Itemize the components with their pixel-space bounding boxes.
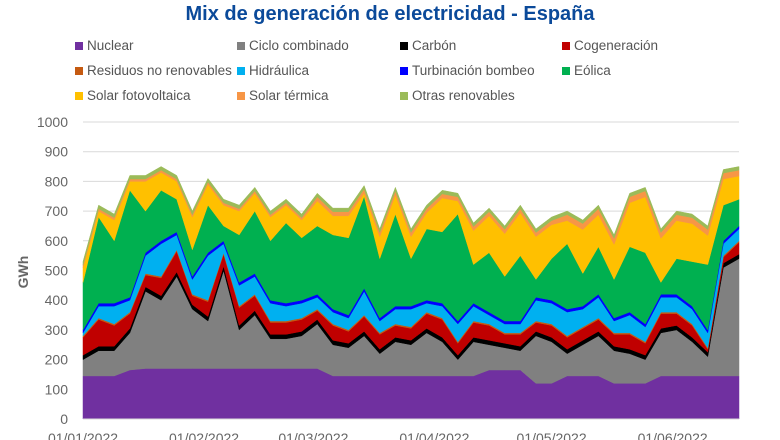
legend-item: Ciclo combinado bbox=[237, 38, 349, 53]
y-tick-label: 400 bbox=[45, 292, 69, 308]
legend-label: Solar térmica bbox=[249, 88, 329, 103]
legend-swatch bbox=[75, 66, 83, 75]
legend-item: Turbinación bombeo bbox=[400, 63, 535, 78]
legend-label: Carbón bbox=[412, 38, 457, 53]
y-tick-label: 1000 bbox=[37, 114, 68, 130]
legend-label: Hidráulica bbox=[249, 63, 310, 78]
y-tick-label: 500 bbox=[45, 263, 69, 279]
legend-label: Ciclo combinado bbox=[249, 38, 349, 53]
legend-swatch bbox=[237, 66, 245, 75]
legend-item: Solar fotovoltaica bbox=[75, 88, 191, 103]
legend-label: Otras renovables bbox=[412, 88, 515, 103]
legend-item: Solar térmica bbox=[237, 88, 329, 103]
legend-label: Eólica bbox=[574, 63, 611, 78]
y-axis-label: GWh bbox=[15, 256, 31, 289]
legend-swatch bbox=[237, 91, 245, 100]
legend-swatch bbox=[400, 66, 408, 75]
legend-label: Solar fotovoltaica bbox=[87, 88, 191, 103]
legend-item: Residuos no renovables bbox=[75, 63, 232, 78]
legend-label: Nuclear bbox=[87, 38, 134, 53]
y-tick-label: 100 bbox=[45, 381, 69, 397]
x-tick-label: 01/03/2022 bbox=[278, 430, 348, 440]
y-tick-label: 700 bbox=[45, 203, 69, 219]
legend-item: Eólica bbox=[562, 63, 611, 78]
legend-label: Cogeneración bbox=[574, 38, 659, 53]
legend-item: Cogeneración bbox=[562, 38, 658, 53]
legend-swatch bbox=[400, 41, 408, 50]
chart-title: Mix de generación de electricidad - Espa… bbox=[185, 3, 595, 25]
legend-swatch bbox=[562, 41, 570, 50]
legend-label: Turbinación bombeo bbox=[412, 63, 535, 78]
x-tick-label: 01/02/2022 bbox=[169, 430, 239, 440]
legend-item: Carbón bbox=[400, 38, 456, 53]
legend-item: Nuclear bbox=[75, 38, 134, 53]
x-tick-label: 01/01/2022 bbox=[48, 430, 118, 440]
area-otras-renovables bbox=[82, 166, 740, 266]
legend-swatch bbox=[75, 91, 83, 100]
y-tick-label: 900 bbox=[45, 144, 69, 160]
legend-item: Hidráulica bbox=[237, 63, 309, 78]
legend-swatch bbox=[237, 41, 245, 50]
x-tick-label: 01/06/2022 bbox=[638, 430, 708, 440]
x-tick-label: 01/04/2022 bbox=[399, 430, 469, 440]
x-tick-label: 01/05/2022 bbox=[517, 430, 587, 440]
legend-swatch bbox=[75, 41, 83, 50]
y-tick-label: 0 bbox=[60, 411, 68, 427]
y-tick-label: 300 bbox=[45, 322, 69, 338]
legend-swatch bbox=[562, 66, 570, 75]
y-tick-label: 200 bbox=[45, 352, 69, 368]
legend-label: Residuos no renovables bbox=[87, 63, 232, 78]
y-tick-label: 800 bbox=[45, 173, 69, 189]
legend-swatch bbox=[400, 91, 408, 100]
y-tick-label: 600 bbox=[45, 233, 69, 249]
legend-item: Otras renovables bbox=[400, 88, 515, 103]
